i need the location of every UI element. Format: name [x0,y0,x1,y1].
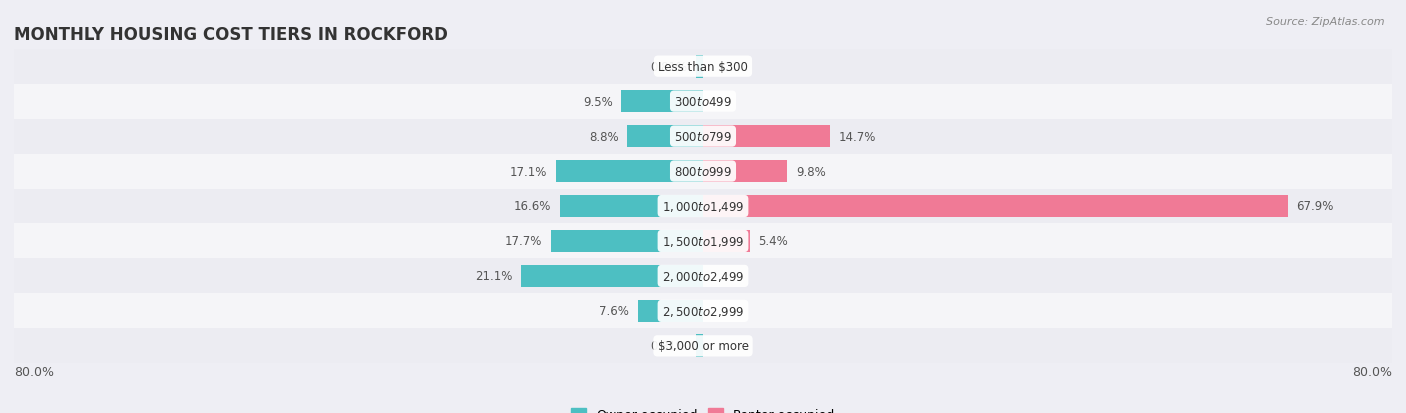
Bar [14,329,1392,363]
Bar [703,195,1288,218]
Text: 7.6%: 7.6% [599,305,628,318]
Text: $3,000 or more: $3,000 or more [658,339,748,352]
Text: $500 to $799: $500 to $799 [673,130,733,143]
Text: $2,000 to $2,499: $2,000 to $2,499 [662,269,744,283]
Bar [14,50,1392,84]
Text: 80.0%: 80.0% [14,365,53,377]
Bar [522,265,703,287]
Text: $800 to $999: $800 to $999 [673,165,733,178]
Text: 8.8%: 8.8% [589,130,619,143]
Text: $300 to $499: $300 to $499 [673,95,733,108]
Text: 5.4%: 5.4% [758,235,787,248]
Text: 17.7%: 17.7% [505,235,541,248]
Bar [551,230,703,253]
Text: $1,000 to $1,499: $1,000 to $1,499 [662,199,744,214]
Bar [14,224,1392,259]
Bar [14,189,1392,224]
Bar [14,119,1392,154]
Bar [637,300,703,323]
Bar [14,84,1392,119]
Bar [621,90,703,113]
Bar [703,230,749,253]
Text: 16.6%: 16.6% [515,200,551,213]
Text: 0.81%: 0.81% [651,339,688,352]
Text: 9.5%: 9.5% [583,95,613,108]
Bar [14,259,1392,294]
Text: Less than $300: Less than $300 [658,61,748,74]
Text: 17.1%: 17.1% [510,165,547,178]
Text: 9.8%: 9.8% [796,165,825,178]
Bar [696,335,703,357]
Text: $1,500 to $1,999: $1,500 to $1,999 [662,235,744,248]
Text: MONTHLY HOUSING COST TIERS IN ROCKFORD: MONTHLY HOUSING COST TIERS IN ROCKFORD [14,26,449,44]
Bar [696,56,703,78]
Bar [703,160,787,183]
Text: 14.7%: 14.7% [838,130,876,143]
Bar [14,294,1392,329]
Text: Source: ZipAtlas.com: Source: ZipAtlas.com [1267,17,1385,26]
Text: 0.81%: 0.81% [651,61,688,74]
Text: $2,500 to $2,999: $2,500 to $2,999 [662,304,744,318]
Legend: Owner-occupied, Renter-occupied: Owner-occupied, Renter-occupied [567,404,839,413]
Text: 21.1%: 21.1% [475,270,513,283]
Bar [703,126,830,148]
Text: 80.0%: 80.0% [1353,365,1392,377]
Bar [627,126,703,148]
Bar [560,195,703,218]
Text: 67.9%: 67.9% [1296,200,1334,213]
Bar [14,154,1392,189]
Bar [555,160,703,183]
